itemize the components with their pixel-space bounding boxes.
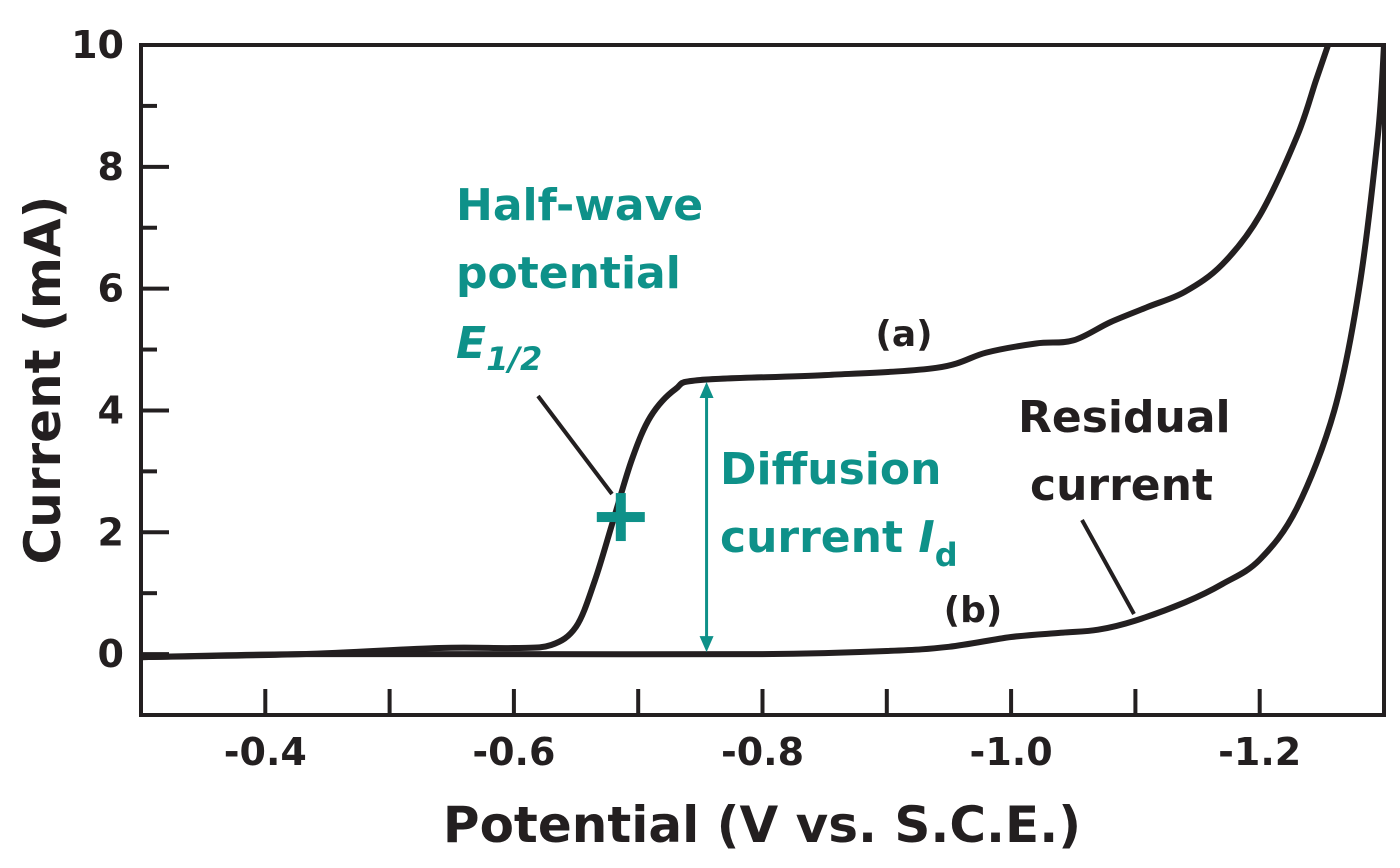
series-a-label: (a) bbox=[875, 314, 932, 355]
y-tick-label: 2 bbox=[98, 510, 124, 554]
series-b-label: (b) bbox=[944, 590, 1003, 631]
half-wave-subscript: 1/2 bbox=[486, 340, 542, 378]
x-tick-label: -0.8 bbox=[721, 730, 804, 774]
tick-labels: -0.4 -0.6 -0.8 -1.0 -1.2 0 2 4 6 8 10 bbox=[71, 23, 1301, 774]
x-tick-label: -0.6 bbox=[472, 730, 555, 774]
half-wave-label-line1: Half-wave bbox=[456, 180, 703, 231]
y-tick-label: 10 bbox=[71, 23, 124, 67]
half-wave-symbol: E1/2 bbox=[456, 318, 542, 378]
diffusion-subscript: d bbox=[935, 536, 958, 574]
y-tick-label: 4 bbox=[98, 388, 124, 432]
y-tick-label: 6 bbox=[98, 267, 124, 311]
diffusion-label-line2: current Id bbox=[720, 512, 958, 574]
x-tick-label: -1.2 bbox=[1218, 730, 1301, 774]
half-wave-leader-line bbox=[536, 394, 614, 496]
half-wave-symbol-e: E bbox=[456, 318, 486, 369]
plot-frame bbox=[139, 43, 1386, 717]
x-tick-label: -0.4 bbox=[224, 730, 307, 774]
series-a-line bbox=[141, 45, 1332, 661]
diffusion-symbol: I bbox=[918, 512, 934, 563]
series-b-line bbox=[141, 45, 1384, 661]
y-axis-title: Current (mA) bbox=[14, 196, 72, 565]
x-tick-label: -1.0 bbox=[970, 730, 1053, 774]
y-tick-label: 0 bbox=[98, 632, 124, 676]
half-wave-label-line2: potential bbox=[456, 248, 681, 299]
half-wave-plus-marker bbox=[596, 493, 645, 542]
diffusion-current-arrow bbox=[699, 382, 714, 653]
y-tick-label: 8 bbox=[98, 145, 124, 189]
x-axis-title: Potential (V vs. S.C.E.) bbox=[443, 796, 1081, 854]
diffusion-prefix: current bbox=[720, 512, 918, 563]
residual-label-line1: Residual bbox=[1018, 392, 1231, 443]
residual-label-line2: current bbox=[1030, 460, 1213, 511]
residual-leader-line bbox=[1080, 519, 1136, 615]
diffusion-label-line1: Diffusion bbox=[720, 444, 941, 495]
